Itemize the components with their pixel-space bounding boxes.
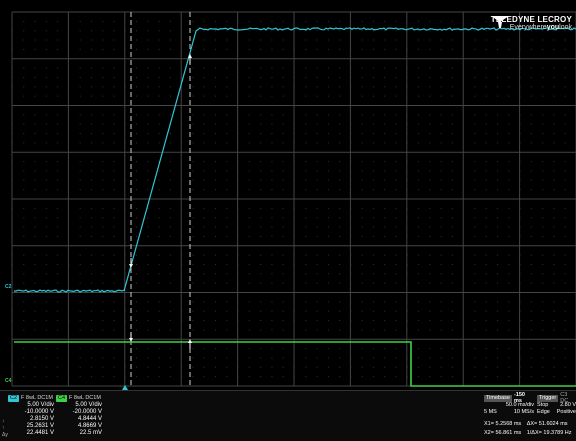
x1-label: X1=: [484, 421, 494, 427]
c4-v2: 4.8669 V: [77, 423, 102, 429]
trigger-level: 2.80 V: [560, 402, 576, 408]
channel-c2-descriptor[interactable]: C2 F 8wL DC1M 5.00 V/div -10.0000 V 2.815…: [8, 394, 54, 437]
timebase-label: Timebase: [484, 394, 512, 402]
inv-dx-value: 19.3789 Hz: [543, 430, 572, 436]
c4-dv: 22.5 mV: [79, 430, 102, 436]
c2-ground-marker[interactable]: C2: [5, 284, 12, 290]
timebase-rate: 10 MS/s: [513, 409, 534, 415]
c2-dv: 22.4481 V: [26, 430, 54, 436]
x2-value: 56.861 ms: [495, 430, 522, 436]
trigger-mode: Stop: [537, 402, 549, 408]
cursor-readout-2: X2= 56.861 ms 1/ΔX= 19.3789 Hz: [484, 430, 572, 436]
c4-ground-marker[interactable]: C4: [5, 378, 12, 384]
c2-v2: 25.2631 V: [26, 423, 54, 429]
dx-label: ΔX=: [526, 421, 538, 427]
c4-v1: 4.8444 V: [77, 416, 102, 422]
c2-v1: 2.8150 V: [29, 416, 54, 422]
inv-dx-label: 1/ΔX=: [526, 430, 542, 436]
c4-trace: [14, 341, 576, 387]
row-label-x2: ↑: [2, 425, 5, 431]
timebase-samples: 5 MS: [484, 409, 497, 415]
c2-header: F 8wL DC1M: [21, 395, 53, 401]
brand-name: TELEDYNE LECROY: [490, 15, 572, 24]
trigger-icons: C3 DC: [560, 392, 569, 404]
trigger-type: Edge: [537, 409, 550, 415]
trigger-position-marker[interactable]: [122, 385, 128, 390]
c4-tag: C4: [56, 394, 68, 402]
c4-vdiv: 5.00 V/div: [75, 402, 102, 408]
timebase-tdiv: 50.0 ms/div: [505, 402, 534, 408]
c2-trace: [13, 27, 576, 293]
timebase-descriptor[interactable]: Timebase -150 ms 50.0 ms/div 5 MS 10 MS/s: [484, 392, 534, 416]
c4-offset: -20.0000 V: [72, 409, 102, 415]
trigger-slope: Positive: [556, 409, 576, 415]
c2-tag: C2: [8, 394, 20, 402]
row-label-dy: Δy: [2, 432, 8, 438]
trigger-descriptor[interactable]: Trigger C3 DC Stop 2.80 V Edge Positive: [537, 392, 576, 416]
measurement-panel: ↓ ↑ Δy C2 F 8wL DC1M 5.00 V/div -10.0000 …: [0, 390, 576, 441]
waveform-grid: [11, 11, 576, 390]
channel-c4-descriptor[interactable]: C4 F 8wL DC1M 5.00 V/div -20.0000 V 4.844…: [56, 394, 102, 437]
dx-value: 51.6024 ms: [538, 421, 568, 427]
c4-header: F 8wL DC1M: [69, 395, 101, 401]
brand-tagline: Everywhereyoulook: [509, 24, 572, 31]
x2-label: X2=: [484, 430, 494, 436]
teledyne-logo: TELEDYNE LECROY Everywhereyoulook: [490, 15, 572, 31]
x1-value: 5.2568 ms: [495, 421, 522, 427]
waveform-display[interactable]: C2 C4 TELEDYNE LECROY Everywhereyoulook: [0, 0, 576, 390]
cursor-intersect-markers: [129, 54, 192, 349]
c2-offset: -10.0000 V: [24, 409, 54, 415]
cursor-readout-1: X1= 5.2568 ms ΔX= 51.6024 ms: [484, 421, 568, 427]
teledyne-mark-icon: [490, 16, 509, 28]
row-label-x1: ↓: [2, 418, 5, 424]
timebase-value: -150 ms: [513, 392, 525, 404]
trigger-label: Trigger: [537, 394, 559, 402]
c2-vdiv: 5.00 V/div: [27, 402, 54, 408]
